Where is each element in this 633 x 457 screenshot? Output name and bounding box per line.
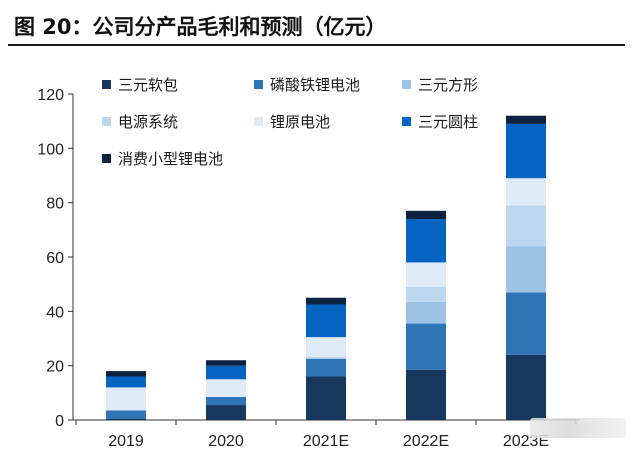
legend-item: 三元圆柱 <box>402 111 478 132</box>
legend-label: 三元软包 <box>118 76 179 94</box>
x-tick-label: 2020 <box>208 433 244 450</box>
bar-segment <box>406 323 446 370</box>
legend-swatch <box>102 80 111 89</box>
legend-swatch <box>254 80 263 89</box>
legend-item: 磷酸铁锂电池 <box>254 74 360 95</box>
legend: 三元软包 磷酸铁锂电池 三元方形电源系统 锂原电池 三元圆柱消费小型锂电池 <box>102 74 522 186</box>
bar-segment <box>406 262 446 287</box>
bar-segment <box>206 405 246 420</box>
legend-label: 消费小型锂电池 <box>118 150 224 168</box>
y-tick-label: 20 <box>46 359 64 376</box>
bar-segment <box>306 297 346 305</box>
bar-segment <box>106 376 146 388</box>
legend-item: 锂原电池 <box>254 111 330 132</box>
legend-item: 消费小型锂电池 <box>102 148 223 169</box>
bar-segment <box>406 210 446 219</box>
legend-label: 三元圆柱 <box>418 113 479 131</box>
bar-segment <box>306 337 346 358</box>
legend-swatch <box>402 117 411 126</box>
bar-segment <box>506 205 546 247</box>
y-tick-label: 120 <box>37 87 64 104</box>
bar-segment <box>106 371 146 377</box>
x-tick-label: 2019 <box>108 433 144 450</box>
x-tick-label: 2021E <box>303 433 349 450</box>
bar-segment <box>306 376 346 420</box>
bar-segment <box>106 410 146 419</box>
y-tick-label: 80 <box>46 196 64 213</box>
bar-segment <box>206 360 246 366</box>
legend-swatch <box>402 80 411 89</box>
bar-segment <box>306 358 346 377</box>
bar-segment <box>506 246 546 293</box>
bar-segment <box>206 365 246 380</box>
bar-segment <box>306 357 346 359</box>
legend-swatch <box>102 154 111 163</box>
legend-label: 电源系统 <box>118 113 179 131</box>
bar-segment <box>406 369 446 420</box>
legend-item: 三元方形 <box>402 74 478 95</box>
bar-segment <box>506 123 546 179</box>
legend-swatch <box>102 117 111 126</box>
bar-segment <box>206 396 246 406</box>
legend-label: 磷酸铁锂电池 <box>270 76 361 94</box>
bar-segment <box>406 218 446 263</box>
y-tick-label: 0 <box>55 413 64 430</box>
bar-segment <box>506 354 546 420</box>
title-bar: 图 20：公司分产品毛利和预测（亿元） <box>8 4 625 46</box>
bar-segment <box>506 292 546 355</box>
bar-segment <box>106 418 146 420</box>
bar-segment <box>306 304 346 338</box>
bar-segment <box>506 178 546 206</box>
legend-label: 三元方形 <box>418 76 479 94</box>
y-tick-label: 60 <box>46 250 64 267</box>
bar-segment <box>206 379 246 397</box>
y-tick-label: 40 <box>46 304 64 321</box>
bar-segment <box>406 286 446 302</box>
legend-item: 三元软包 <box>102 74 178 95</box>
bar-segment <box>406 301 446 324</box>
watermark-blur <box>530 418 626 438</box>
legend-swatch <box>254 117 263 126</box>
x-tick-label: 2022E <box>403 433 449 450</box>
legend-label: 锂原电池 <box>270 113 331 131</box>
chart-title: 图 20：公司分产品毛利和预测（亿元） <box>14 15 387 39</box>
legend-item: 电源系统 <box>102 111 178 132</box>
bar-segment <box>106 387 146 411</box>
y-tick-label: 100 <box>37 141 64 158</box>
bar-segment <box>506 115 546 124</box>
